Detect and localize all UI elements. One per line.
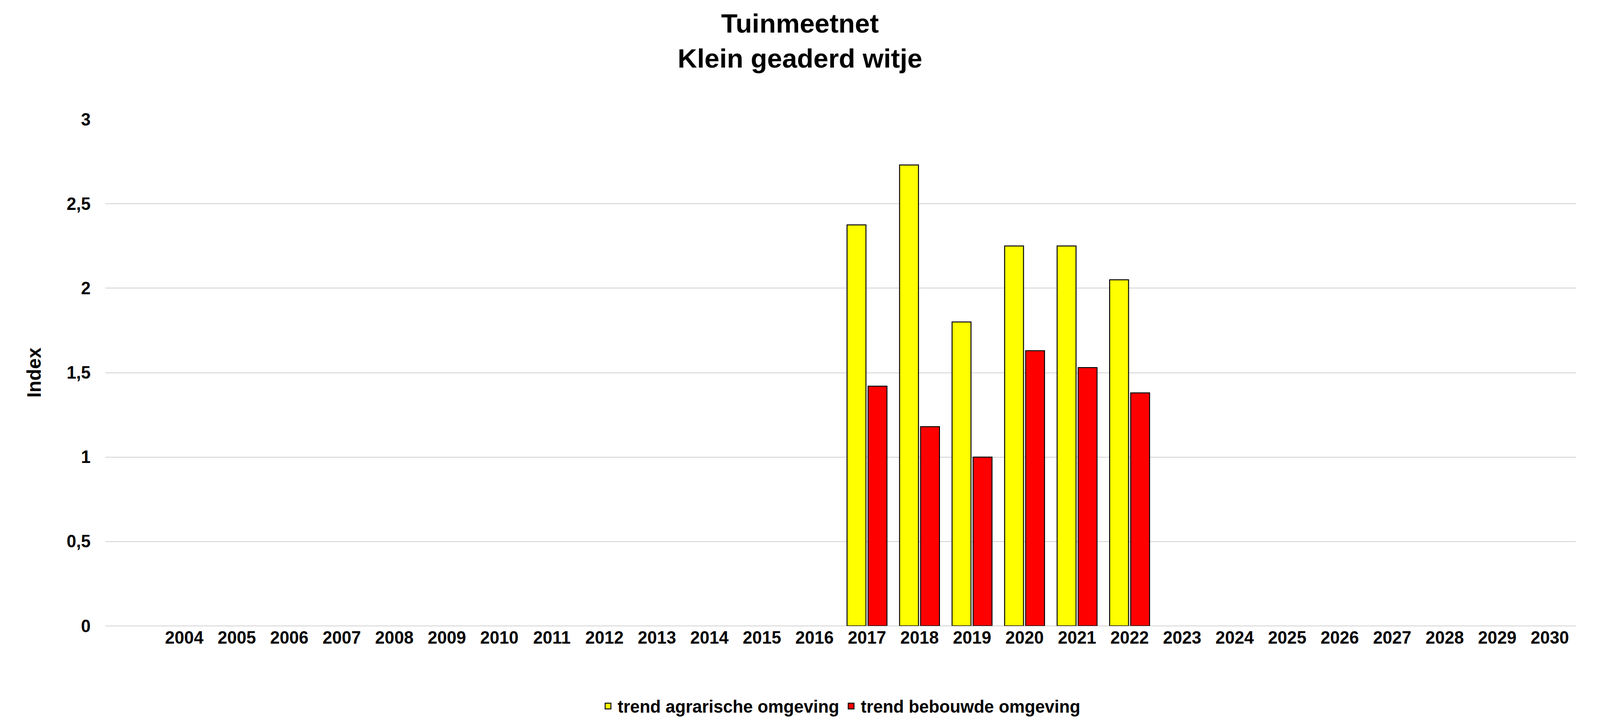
- svg-text:2010: 2010: [480, 627, 519, 648]
- svg-text:2028: 2028: [1425, 627, 1464, 648]
- svg-text:0,5: 0,5: [66, 531, 91, 552]
- svg-text:2012: 2012: [585, 627, 624, 648]
- svg-text:2015: 2015: [742, 627, 782, 648]
- svg-text:2022: 2022: [1110, 627, 1149, 648]
- svg-text:2,5: 2,5: [66, 194, 91, 214]
- svg-text:2017: 2017: [847, 627, 887, 648]
- svg-text:3: 3: [81, 109, 91, 130]
- svg-text:2018: 2018: [900, 627, 939, 648]
- svg-text:1: 1: [81, 447, 91, 467]
- svg-text:2025: 2025: [1267, 627, 1307, 648]
- svg-text:2019: 2019: [952, 627, 992, 648]
- svg-text:trend bebouwde omgeving: trend bebouwde omgeving: [860, 696, 1081, 717]
- svg-text:2026: 2026: [1320, 627, 1359, 648]
- svg-text:2029: 2029: [1478, 627, 1517, 648]
- svg-text:2006: 2006: [269, 627, 309, 648]
- svg-text:1,5: 1,5: [66, 362, 91, 383]
- svg-text:2008: 2008: [375, 627, 414, 648]
- svg-text:0: 0: [81, 616, 91, 637]
- svg-text:2030: 2030: [1530, 627, 1569, 648]
- svg-text:2007: 2007: [322, 627, 361, 648]
- svg-text:2011: 2011: [533, 627, 571, 648]
- svg-text:2016: 2016: [795, 627, 834, 648]
- svg-text:2024: 2024: [1215, 627, 1254, 648]
- svg-text:2023: 2023: [1162, 627, 1202, 648]
- svg-text:2014: 2014: [690, 627, 729, 648]
- svg-text:trend agrarische omgeving: trend agrarische omgeving: [617, 696, 840, 717]
- svg-text:Index: Index: [23, 347, 45, 398]
- svg-text:TuinmeetnetKlein geaderd witje: TuinmeetnetKlein geaderd witje: [677, 8, 923, 74]
- svg-text:2013: 2013: [637, 627, 676, 648]
- svg-text:2027: 2027: [1372, 627, 1412, 648]
- svg-text:2009: 2009: [427, 627, 466, 648]
- svg-text:2020: 2020: [1005, 627, 1044, 648]
- svg-text:2004: 2004: [164, 627, 204, 648]
- svg-text:2005: 2005: [217, 627, 256, 648]
- svg-text:2: 2: [81, 278, 91, 299]
- svg-text:2021: 2021: [1057, 627, 1097, 648]
